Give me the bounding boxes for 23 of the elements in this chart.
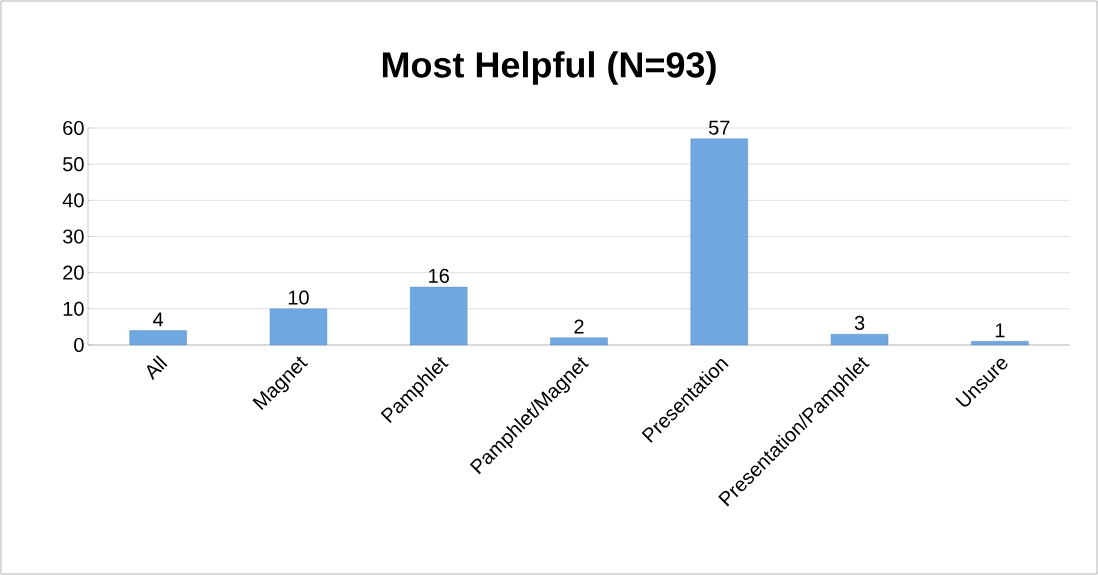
x-tick-label: All (146, 355, 168, 381)
data-label: 57 (708, 120, 730, 135)
y-tick-label: 0 (74, 337, 84, 353)
chart-title: Most Helpful (N=93) (382, 51, 716, 85)
data-label: 1 (995, 323, 1005, 338)
data-label: 4 (153, 312, 164, 327)
data-label: 16 (429, 268, 449, 283)
y-tick-label: 10 (63, 301, 84, 316)
bar (410, 286, 468, 346)
y-tick-label: 50 (63, 157, 84, 172)
data-label: 2 (574, 319, 584, 334)
y-tick-label: 30 (63, 229, 84, 244)
y-tick-label: 40 (62, 193, 84, 208)
bar (690, 138, 748, 346)
y-tick-label: 60 (63, 120, 84, 136)
data-label: 3 (854, 315, 865, 330)
data-label: 10 (288, 290, 309, 305)
bar (971, 341, 1029, 346)
bar (269, 308, 328, 346)
bar (830, 333, 889, 346)
bar (550, 337, 608, 346)
bar (129, 330, 187, 346)
y-tick-label: 20 (63, 265, 84, 280)
